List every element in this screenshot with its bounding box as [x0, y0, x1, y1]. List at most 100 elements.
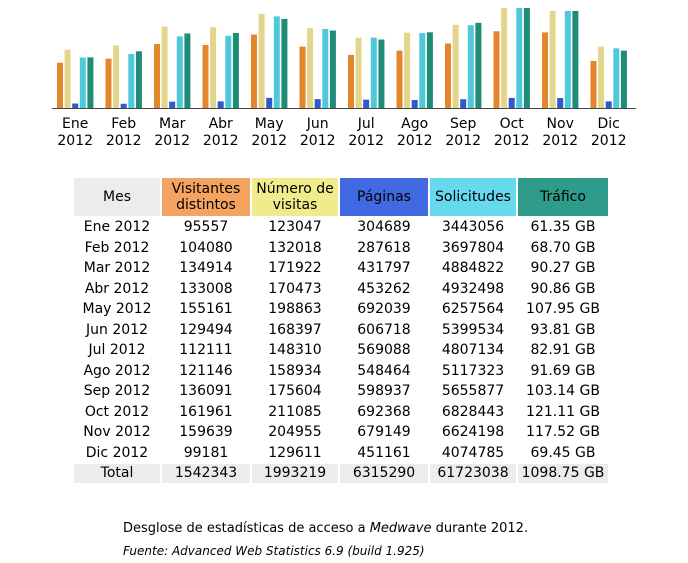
cell-trafico: 90.86 GB: [530, 280, 596, 297]
cell-paginas: 548464: [357, 362, 411, 379]
bar-visitantes-feb: [105, 58, 112, 108]
cell-paginas: 598937: [357, 383, 411, 400]
bar-solicitudes-oct: [516, 8, 523, 108]
bar-solicitudes-ene: [79, 57, 86, 108]
x-tick-month: Sep: [450, 116, 477, 132]
x-tick-year: 2012: [106, 133, 142, 149]
bar-paginas-nov: [557, 98, 564, 108]
total-visitantes: 1542343: [162, 464, 250, 483]
cell-solicitudes: 4074785: [441, 444, 505, 461]
x-tick-month: Dic: [598, 116, 620, 132]
chart-baseline: [52, 108, 636, 109]
x-tick-month: May: [255, 116, 284, 132]
x-tick-month: Nov: [547, 116, 574, 132]
bar-paginas-ago: [411, 99, 418, 108]
cell-visitantes: 133008: [179, 280, 233, 297]
bar-visitantes-mar: [154, 44, 160, 108]
cell-mes: Ago 2012: [83, 362, 151, 379]
bar-paginas-ene: [72, 103, 79, 108]
bar-visitas-feb: [113, 45, 120, 108]
bar-visitantes-jul: [348, 54, 354, 108]
x-tick-month: Ago: [401, 116, 428, 132]
cell-solicitudes: 5117323: [441, 362, 505, 379]
bar-trafico-abr: [232, 32, 239, 108]
table-row: Feb 2012 104080 132018 287618 3697804 68.70 G…: [74, 239, 608, 258]
cell-solicitudes: 3443056: [441, 219, 505, 236]
cell-mes: Oct 2012: [84, 403, 150, 420]
cell-mes: Ene 2012: [83, 219, 151, 236]
x-tick-year: 2012: [203, 133, 239, 149]
total-mes: Total: [74, 464, 160, 483]
cell-trafico: 69.45 GB: [530, 444, 596, 461]
bar-visitas-jul: [355, 37, 362, 108]
bar-visitas-dic: [598, 46, 605, 108]
bar-solicitudes-jul: [370, 37, 377, 108]
x-tick-year: 2012: [251, 133, 287, 149]
table-row: Nov 2012 159639 204955 679149 6624198 117.52 …: [74, 423, 608, 442]
cell-trafico: 82.91 GB: [530, 342, 596, 359]
total-trafico: 1098.75 GB: [518, 464, 608, 483]
cell-visitas: 175604: [268, 383, 322, 400]
cell-visitantes: 161961: [179, 403, 233, 420]
cell-visitas: 168397: [268, 321, 322, 338]
cell-solicitudes: 4807134: [441, 342, 505, 359]
bar-paginas-mar: [169, 101, 176, 108]
bar-trafico-oct: [523, 8, 530, 108]
x-tick-year: 2012: [542, 133, 578, 149]
bar-paginas-abr: [217, 101, 224, 108]
cell-solicitudes: 6257564: [441, 301, 505, 318]
cell-visitantes: 121146: [179, 362, 233, 379]
bar-trafico-ene: [87, 57, 94, 108]
bar-visitas-ene: [64, 49, 71, 108]
cell-solicitudes: 5655877: [441, 383, 505, 400]
bar-visitantes-ene: [57, 62, 63, 108]
x-tick-year: 2012: [494, 133, 530, 149]
cell-mes: Dic 2012: [85, 444, 149, 461]
cell-visitas: 129611: [268, 444, 322, 461]
site-name: Medwave: [369, 521, 432, 536]
bar-visitantes-sep: [445, 43, 451, 109]
bar-paginas-jul: [363, 99, 370, 108]
cell-visitas: 148310: [268, 342, 322, 359]
monthly-bar-chart: Ene2012Feb2012Mar2012Abr2012May2012Jun20…: [52, 8, 636, 149]
cell-visitantes: 99181: [183, 444, 229, 461]
x-tick-month: Abr: [209, 116, 233, 132]
cell-visitantes: 136091: [179, 383, 233, 400]
cell-visitantes: 112111: [179, 342, 233, 359]
table-row: Abr 2012 133008 170473 453262 4932498 90.86 G…: [74, 280, 608, 299]
cell-visitas: 211085: [268, 403, 322, 420]
bar-paginas-feb: [120, 103, 127, 108]
header-mes: Mes: [74, 178, 160, 216]
cell-solicitudes: 3697804: [441, 239, 505, 256]
bar-visitantes-nov: [542, 32, 548, 108]
cell-visitas: 123047: [268, 219, 322, 236]
cell-paginas: 569088: [357, 342, 411, 359]
bar-paginas-sep: [460, 99, 467, 108]
cell-mes: Jul 2012: [88, 342, 146, 359]
cell-mes: Feb 2012: [84, 239, 150, 256]
cell-visitantes: 159639: [179, 424, 233, 441]
bar-solicitudes-jun: [322, 28, 329, 108]
bar-trafico-feb: [135, 51, 142, 108]
cell-trafico: 90.27 GB: [530, 260, 596, 277]
cell-solicitudes: 6624198: [441, 424, 505, 441]
cell-mes: Jun 2012: [86, 321, 148, 338]
cell-visitas: 204955: [268, 424, 322, 441]
bar-trafico-jun: [329, 30, 336, 109]
cell-trafico: 93.81 GB: [530, 321, 596, 338]
header-trafico: Tráfico: [518, 178, 608, 216]
cell-mes: Mar 2012: [83, 260, 151, 277]
table-row: Oct 2012 161961 211085 692368 6828443 121.11 …: [74, 403, 608, 422]
table-header-row: Mes Visitantes distintos Número de visitas…: [74, 178, 608, 216]
bar-visitantes-oct: [493, 31, 500, 109]
x-tick-year: 2012: [348, 133, 384, 149]
cell-paginas: 692039: [357, 301, 411, 318]
bar-visitas-ago: [404, 32, 411, 108]
cell-visitas: 171922: [268, 260, 322, 277]
cell-paginas: 453262: [357, 280, 411, 297]
total-visitas: 1993219: [252, 464, 338, 483]
header-paginas: Páginas: [340, 178, 428, 216]
cell-solicitudes: 4932498: [441, 280, 505, 297]
cell-visitantes: 129494: [179, 321, 233, 338]
cell-mes: Abr 2012: [84, 280, 150, 297]
